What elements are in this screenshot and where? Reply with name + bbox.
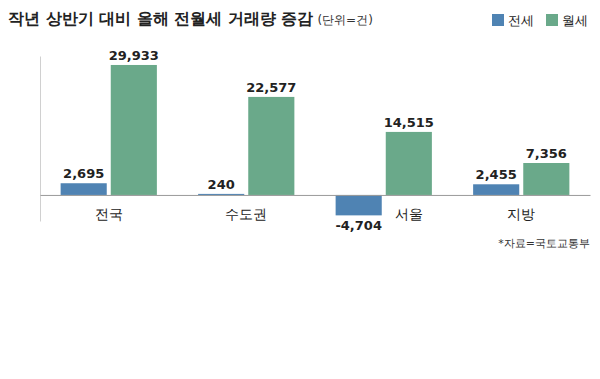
bar [386, 132, 432, 195]
x-tick: 지방 [507, 195, 535, 222]
x-tick: 전국 [95, 195, 123, 222]
x-tick-label: 수도권 [225, 206, 267, 222]
x-axis: 전국 수도권 서울 지방 [41, 195, 591, 222]
bar [111, 65, 157, 195]
x-tick: 서울 [384, 195, 423, 222]
legend-item: 전세 [492, 13, 534, 28]
legend-label: 전세 [508, 13, 534, 28]
data-label: 14,515 [384, 115, 434, 130]
y-axis-line [40, 57, 41, 222]
legend-swatch [546, 14, 558, 26]
x-tick-label: 서울 [395, 206, 423, 222]
title: 작년 상반기 대비 올해 전월세 거래량 증감 [8, 9, 313, 28]
legend: 전세 월세 [492, 13, 588, 28]
legend-item: 월세 [546, 13, 588, 28]
data-label: 29,933 [109, 48, 159, 63]
y-axis [40, 57, 41, 222]
bar [523, 163, 569, 195]
data-label: -4,704 [335, 218, 382, 233]
bars [61, 65, 570, 215]
legend-label: 월세 [562, 13, 588, 28]
bar [61, 183, 107, 195]
data-label: 7,356 [526, 146, 567, 161]
bar [198, 194, 244, 195]
legend-swatch [492, 14, 504, 26]
data-label: 2,455 [476, 167, 517, 182]
data-label: 22,577 [246, 80, 296, 95]
x-tick: 수도권 [225, 195, 267, 222]
annotation: *자료=국토교통부 [498, 237, 590, 250]
bar [336, 195, 382, 215]
data-label: 2,695 [63, 166, 104, 181]
subtitle: (단위=건) [317, 13, 372, 27]
x-tick-label: 지방 [507, 206, 535, 222]
bar [248, 97, 294, 195]
x-axis-line [41, 195, 591, 196]
chart: 작년 상반기 대비 올해 전월세 거래량 증감 (단위=건) 전국 수도권 서울 지방 2,… [0, 0, 600, 379]
x-tick-label: 전국 [95, 206, 123, 222]
data-label: 240 [208, 177, 235, 192]
bar [473, 184, 519, 195]
